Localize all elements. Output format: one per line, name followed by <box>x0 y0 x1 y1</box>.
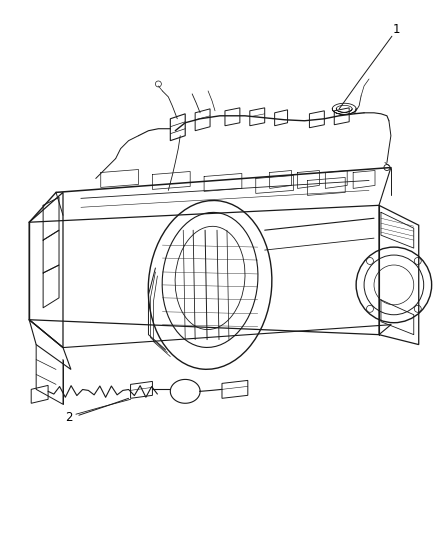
Text: 2: 2 <box>65 411 73 424</box>
Text: 1: 1 <box>393 23 401 36</box>
